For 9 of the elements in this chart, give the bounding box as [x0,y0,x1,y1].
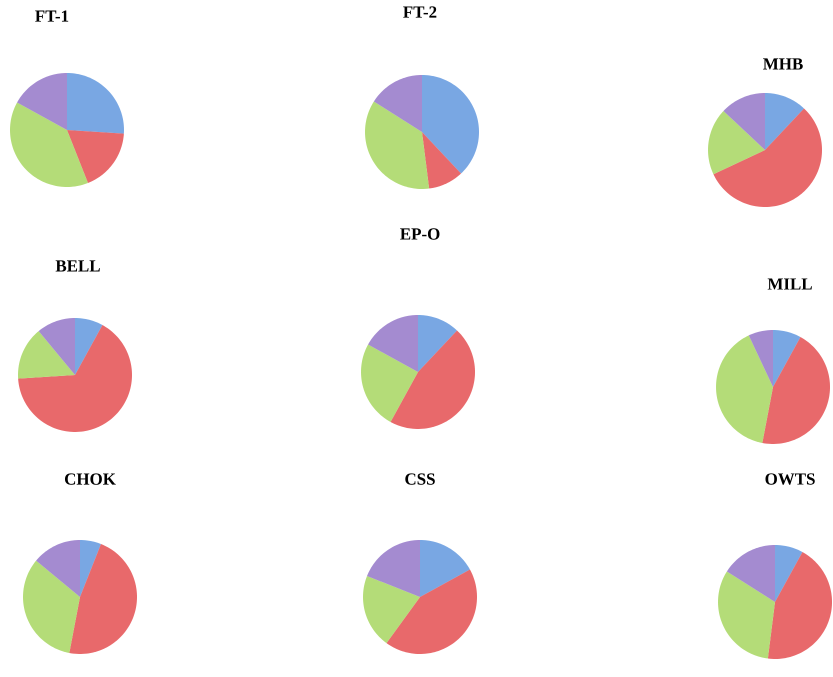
chart-title: MHB [763,58,803,70]
chart-title: EP-O [400,228,440,240]
chart-title: FT-2 [403,6,436,18]
chart-title: BELL [56,260,100,272]
chart-title: FT-1 [35,10,68,22]
chart-title: MILL [768,278,812,290]
chart-title: CHOK [64,473,116,485]
chart-title: CSS [405,473,435,485]
chart-title: OWTS [765,473,815,485]
